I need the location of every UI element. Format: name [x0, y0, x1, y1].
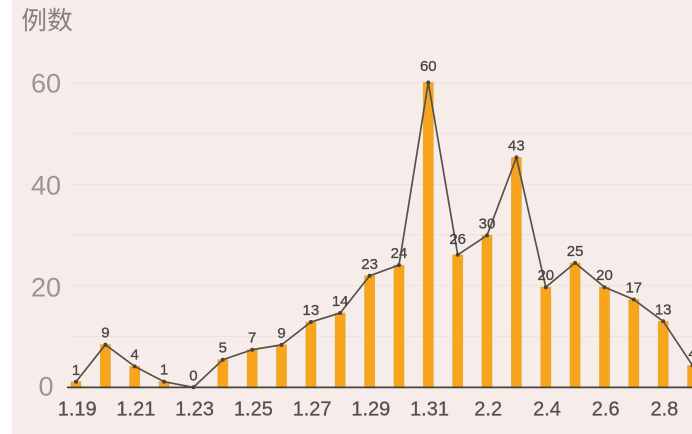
svg-text:40: 40 — [31, 171, 61, 201]
svg-text:7: 7 — [248, 330, 256, 347]
svg-text:1: 1 — [160, 362, 168, 379]
svg-text:1.19: 1.19 — [58, 398, 97, 420]
svg-text:2.6: 2.6 — [592, 398, 620, 420]
svg-text:60: 60 — [420, 58, 437, 75]
svg-text:43: 43 — [508, 138, 525, 155]
svg-text:17: 17 — [625, 280, 642, 297]
svg-text:13: 13 — [655, 301, 672, 318]
svg-text:0: 0 — [38, 371, 53, 401]
svg-text:14: 14 — [332, 293, 349, 310]
svg-text:1: 1 — [72, 362, 80, 379]
svg-text:24: 24 — [391, 245, 408, 262]
svg-text:9: 9 — [277, 325, 285, 342]
svg-text:1.21: 1.21 — [116, 398, 155, 420]
svg-text:26: 26 — [449, 231, 466, 248]
svg-text:0: 0 — [189, 367, 197, 384]
svg-text:25: 25 — [567, 243, 584, 260]
svg-text:13: 13 — [303, 302, 320, 319]
svg-text:4: 4 — [688, 346, 692, 363]
svg-text:2.4: 2.4 — [533, 398, 561, 420]
svg-text:20: 20 — [596, 267, 613, 284]
svg-text:2.2: 2.2 — [474, 398, 502, 420]
svg-text:4: 4 — [131, 346, 139, 363]
svg-text:2.8: 2.8 — [650, 398, 678, 420]
svg-text:1.23: 1.23 — [175, 398, 214, 420]
svg-text:1.29: 1.29 — [351, 398, 390, 420]
svg-text:30: 30 — [479, 215, 496, 232]
svg-text:20: 20 — [31, 272, 61, 302]
svg-text:1.31: 1.31 — [410, 398, 449, 420]
svg-text:60: 60 — [31, 69, 61, 99]
svg-text:20: 20 — [537, 267, 554, 284]
svg-text:23: 23 — [361, 256, 378, 273]
svg-text:9: 9 — [101, 325, 109, 342]
svg-text:1.25: 1.25 — [234, 398, 273, 420]
svg-text:5: 5 — [219, 340, 227, 357]
svg-text:1.27: 1.27 — [293, 398, 332, 420]
